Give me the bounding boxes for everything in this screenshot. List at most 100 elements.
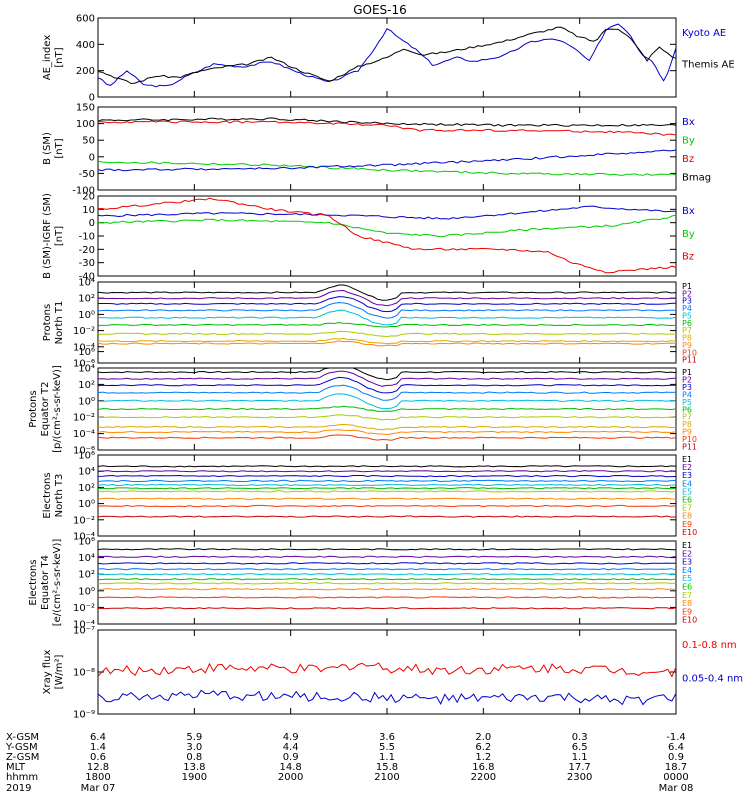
y-tick-label: 10⁻⁸ <box>73 668 95 679</box>
legend-entry: E3 <box>682 471 692 480</box>
x-axis-value: 17.7 <box>569 762 591 773</box>
x-axis-value: 2300 <box>567 772 592 783</box>
y-tick-label: 10⁻⁶ <box>73 446 95 457</box>
y-axis-label: B (SM) <box>42 132 53 165</box>
panel-xray: 10⁻⁹ 10⁻⁸ 10⁻⁷ Xray flux [W/m²] 0.1-0.8 nm 0.0… <box>42 626 743 721</box>
x-axis-value: 0.9 <box>668 752 684 763</box>
y-tick-label: 200 <box>76 66 95 77</box>
y-tick-label: 10⁶ <box>78 347 95 358</box>
y-tick-label: 10⁰ <box>78 396 95 407</box>
legend-entry: P5 <box>682 311 692 320</box>
series-line-E5 <box>97 573 677 576</box>
legend-entry: Bx <box>682 206 695 217</box>
panel-frame <box>97 281 677 364</box>
legend-entry: E3 <box>682 558 692 567</box>
y-tick-label: -30 <box>79 258 95 269</box>
y-tick-label: 0 <box>89 93 95 104</box>
y-tick-label: 0 <box>89 218 95 229</box>
legend-entry: E7 <box>682 504 692 513</box>
series-line-E10 <box>97 607 677 610</box>
series-line-E6 <box>97 578 677 581</box>
y-axis-label: B (SM)-IGRF (SM) <box>42 193 53 279</box>
legend-entry: P7 <box>682 326 692 335</box>
y-tick-label: 10⁰ <box>78 310 95 321</box>
legend-entry: P1 <box>682 282 692 291</box>
legend-entry: P11 <box>682 443 697 452</box>
legend-entry: E2 <box>682 463 692 472</box>
series-line-E7 <box>97 490 677 493</box>
x-axis-value: 2200 <box>471 772 496 783</box>
series-line-P1 <box>97 284 677 301</box>
series-line-Bz <box>97 197 677 274</box>
x-axis-value: 5.5 <box>379 742 395 753</box>
legend-entry: 0.1-0.8 nm <box>682 640 737 651</box>
x-axis-value: 0000 <box>663 772 688 783</box>
y-axis-label: [nT] <box>54 47 65 67</box>
series-line-P4 <box>97 384 677 401</box>
legend-entry: Bz <box>682 154 694 165</box>
x-axis-value: 15.8 <box>376 762 398 773</box>
series-line-Bx <box>97 149 677 172</box>
panel-ae: 0 200 400 600 AE_index [nT] Kyoto AE Themis AE <box>42 14 735 104</box>
y-tick-label: 10⁻⁹ <box>73 710 95 721</box>
chart-title: GOES-16 <box>353 3 407 17</box>
x-axis-value: Mar 08 <box>659 783 694 794</box>
x-axis-value: 6.4 <box>668 742 684 753</box>
series-line-0-1-0-8-nm <box>97 662 677 678</box>
legend-entry: P8 <box>682 420 692 429</box>
series-line-E10 <box>97 515 677 518</box>
x-axis-row-label: hhmm <box>6 772 38 783</box>
y-axis-label: Protons <box>42 304 53 341</box>
series-line-P5 <box>97 309 677 326</box>
panel-frame <box>97 195 677 277</box>
y-tick-label: 100 <box>76 119 95 130</box>
y-tick-label: 10⁰ <box>78 586 95 597</box>
y-axis-label: Xray flux <box>42 650 53 695</box>
x-axis-value: 1900 <box>182 772 207 783</box>
legend-entry: P4 <box>682 304 692 313</box>
legend-entry: By <box>682 135 695 146</box>
panel-b_sm: -100 -50 0 50 100 150 B (SM) [nT] Bx By Bz Bmag <box>42 103 711 197</box>
series-line-P8 <box>97 337 677 345</box>
legend-entry: P8 <box>682 334 692 343</box>
series-line-E8 <box>97 587 677 591</box>
legend-entry: P10 <box>682 435 697 444</box>
x-axis-value: 1.2 <box>475 752 491 763</box>
legend-entry: E5 <box>682 487 692 496</box>
x-axis-row-label: X-GSM <box>6 732 39 743</box>
y-tick-label: 400 <box>76 40 95 51</box>
y-tick-label: 10 <box>82 205 95 216</box>
x-axis-value: 18.7 <box>665 762 687 773</box>
series-line-P3 <box>98 296 677 313</box>
x-axis-value: Mar 07 <box>81 783 116 794</box>
x-axis-value: 16.8 <box>472 762 494 773</box>
x-axis-row-label: Y-GSM <box>5 742 38 753</box>
y-tick-label: -50 <box>79 169 95 180</box>
legend-entry: E1 <box>682 541 692 550</box>
panel-b_igrf: -40 -30 -20 -10 0 10 20 B (SM)-IGRF (SM) [nT] Bx B… <box>42 192 695 283</box>
series-line-E7 <box>97 582 677 585</box>
series-line-E5 <box>97 483 677 487</box>
x-axis-value: 4.9 <box>283 732 299 743</box>
legend-entry: P3 <box>682 297 692 306</box>
x-axis-value: 0.9 <box>283 752 299 763</box>
y-tick-label: 10⁻⁷ <box>73 626 95 637</box>
y-tick-label: 10⁻⁶ <box>73 359 95 370</box>
y-tick-label: 10⁻² <box>73 326 95 337</box>
series-line-E1 <box>97 465 677 468</box>
x-axis-row-label: MLT <box>6 762 26 773</box>
y-tick-label: 10⁶ <box>78 451 95 462</box>
x-axis-value: 3.0 <box>186 742 202 753</box>
series-line-E1 <box>97 548 677 551</box>
legend-entry: Bz <box>682 252 694 263</box>
series-line-P2 <box>98 289 677 307</box>
y-tick-label: 0 <box>89 152 95 163</box>
legend-entry: E7 <box>682 591 692 600</box>
legend-entry: P3 <box>682 383 692 392</box>
series-line-P5 <box>97 393 677 410</box>
legend-entry: P9 <box>682 428 692 437</box>
y-axis-label: [W/m²] <box>54 654 65 689</box>
series-line-E4 <box>97 568 677 571</box>
series-line-Bmag <box>97 117 677 127</box>
